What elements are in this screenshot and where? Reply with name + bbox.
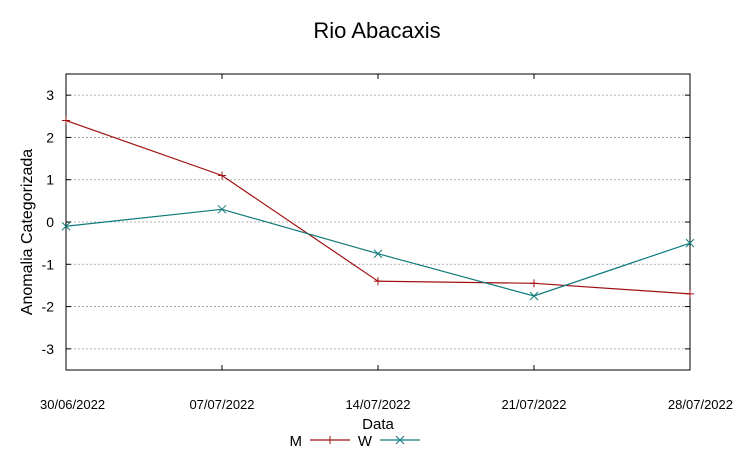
data-point-W: [529, 291, 539, 301]
data-point-M: [530, 279, 538, 288]
x-tick-label: 21/07/2022: [501, 397, 566, 412]
legend-marker-M: [326, 436, 334, 444]
data-point-M: [62, 116, 70, 125]
data-point-W: [373, 249, 383, 259]
legend-label-W: W: [358, 433, 373, 450]
y-tick-label: -1: [42, 256, 55, 272]
y-tick-label: 0: [46, 214, 54, 230]
data-point-W: [61, 221, 71, 231]
x-tick-label: 30/06/2022: [40, 397, 105, 412]
series-lines: [61, 116, 695, 301]
y-axis-label: Anomalia Categorizada: [19, 149, 36, 315]
legend-label-M: M: [290, 433, 303, 450]
y-tick-label: 3: [46, 87, 54, 103]
data-point-M: [686, 289, 694, 298]
x-tick-label: 07/07/2022: [189, 397, 254, 412]
y-tick-label: -3: [42, 341, 55, 357]
data-point-W: [685, 238, 695, 248]
data-point-M: [218, 171, 226, 180]
y-tick-label: -2: [42, 299, 55, 315]
y-axis-ticks: 3 2 1 0 -1 -2 -3: [42, 87, 690, 357]
data-point-W: [217, 204, 227, 214]
y-tick-label: 1: [46, 172, 54, 188]
y-tick-label: 2: [46, 129, 54, 145]
data-point-M: [374, 277, 382, 286]
x-tick-label: 14/07/2022: [345, 397, 410, 412]
gridlines: [66, 94, 690, 350]
legend-marker-W: [395, 435, 405, 445]
chart-title: Rio Abacaxis: [313, 18, 440, 43]
x-axis-label: Data: [362, 416, 394, 433]
x-axis-ticks: 30/06/2022 07/07/2022 14/07/2022 21/07/2022…: [40, 74, 733, 412]
x-tick-label: 28/07/2022: [668, 397, 733, 412]
series-line-M: [65, 119, 691, 295]
